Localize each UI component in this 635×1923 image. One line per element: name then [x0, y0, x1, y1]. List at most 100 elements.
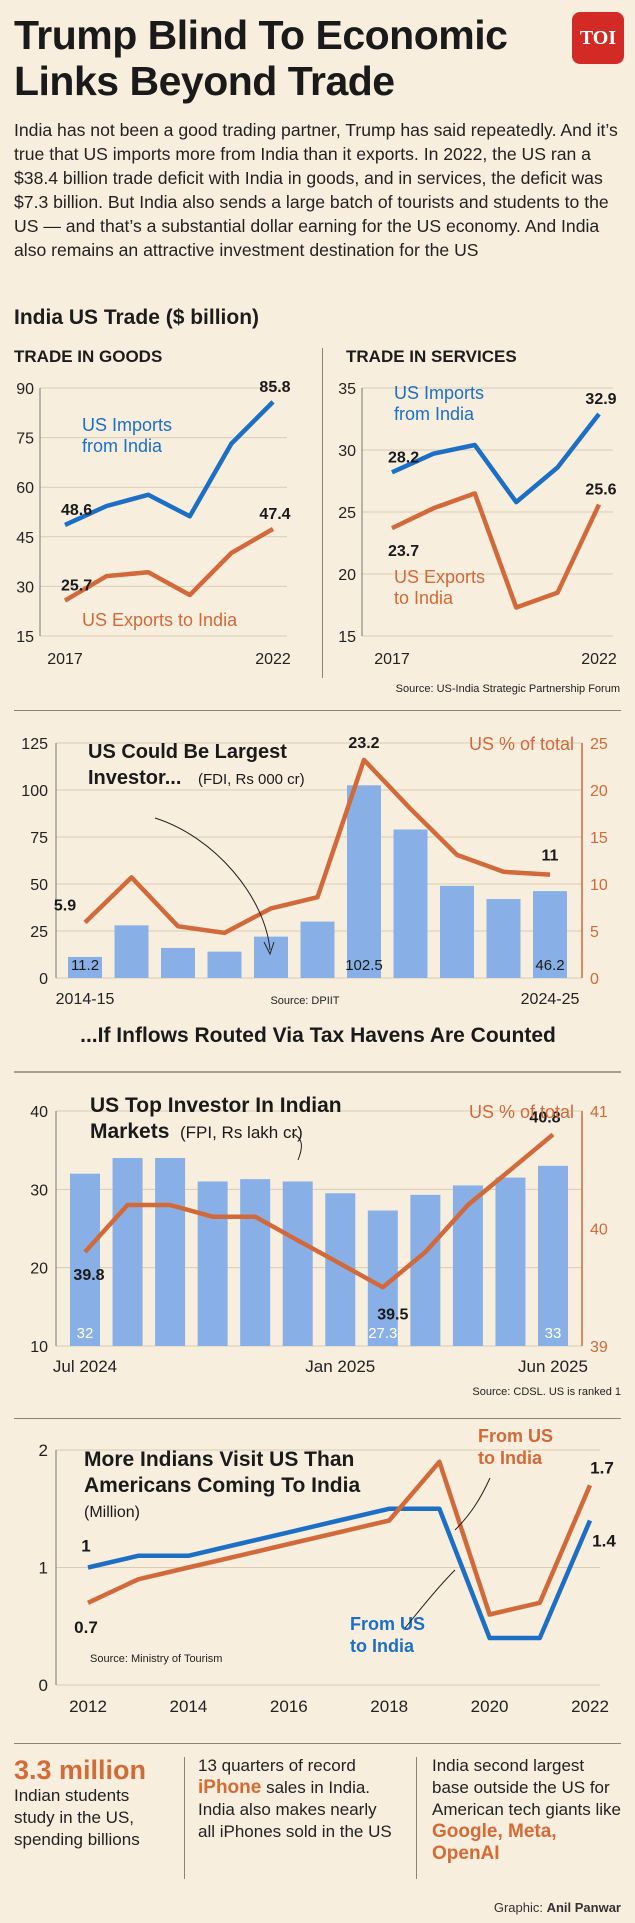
- series-line-exports: [63, 526, 275, 603]
- bar: [452, 1185, 483, 1346]
- bar-value-label: 33: [545, 1325, 562, 1342]
- services-panel-title: TRADE IN SERVICES: [346, 347, 517, 366]
- tourism-chart-subtitle: (Million): [84, 1504, 140, 1521]
- callout-arrow: [154, 817, 271, 951]
- fact-iphone-post: sales in India. India also makes nearly …: [198, 1778, 392, 1841]
- bar: [70, 1173, 100, 1346]
- share-line: [83, 1132, 555, 1290]
- bar: [486, 899, 521, 978]
- fdi-chart-title: Investor...: [88, 767, 181, 789]
- y-tick-label: 35: [338, 381, 356, 398]
- y-tick-label: 0: [39, 1676, 48, 1695]
- x-tick-label: Jan 2025: [305, 1357, 375, 1376]
- goods-panel-title: TRADE IN GOODS: [14, 347, 163, 366]
- y-tick-label: 20: [30, 1261, 48, 1278]
- bar: [410, 1194, 441, 1346]
- graphic-credit: Graphic: Anil Panwar: [494, 1900, 621, 1915]
- series-label: From US: [478, 1426, 553, 1446]
- toi-logo[interactable]: TOI: [572, 12, 624, 64]
- line-value-label: 11: [542, 848, 559, 865]
- bar: [440, 885, 474, 978]
- x-tick-label: 2016: [270, 1697, 308, 1716]
- series-label: US Exports to India: [82, 610, 238, 630]
- data-label: 47.4: [259, 506, 290, 523]
- y-tick-label: 1: [39, 1559, 48, 1578]
- fpi-section-header: ...If Inflows Routed Via Tax Havens Are …: [80, 1024, 556, 1047]
- tourism-chart-title: More Indians Visit US Than: [84, 1448, 354, 1471]
- data-label: 1.4: [592, 1532, 616, 1551]
- y-tick-label: 125: [21, 736, 48, 753]
- fact-tech-emphasis: Google, Meta, OpenAI: [432, 1821, 557, 1864]
- credit-name: Anil Panwar: [546, 1900, 621, 1915]
- bar-value-label: 46.2: [535, 957, 564, 974]
- bar: [495, 1177, 526, 1346]
- fact-students-value: 3.3 million: [14, 1755, 147, 1785]
- bar: [161, 947, 195, 978]
- bar: [300, 921, 335, 978]
- y2-tick-label: 39: [590, 1339, 608, 1356]
- data-label: 25.6: [585, 482, 616, 499]
- bar: [114, 925, 149, 978]
- x-tick-label: Jun 2025: [518, 1357, 588, 1376]
- series-label: to India: [350, 1636, 415, 1656]
- y2-tick-label: 0: [590, 971, 599, 988]
- x-tick-label: 2022: [581, 651, 617, 668]
- intro-paragraph: India has not been a good trading partne…: [14, 120, 618, 260]
- y-tick-label: 30: [16, 579, 34, 596]
- fact-iphone-pre: 13 quarters of record: [198, 1756, 356, 1775]
- y-tick-label: 75: [16, 431, 34, 448]
- y-tick-label: 20: [338, 567, 356, 584]
- series-line-imports: [391, 412, 601, 505]
- goods-chart: 15 30 45 60 75 90 2017 2022 48.6 85.8 US Importsfr…: [16, 379, 291, 668]
- data-label: 23.7: [388, 543, 419, 560]
- series-line-india-to-us: [87, 1459, 593, 1617]
- source-note: Source: Ministry of Tourism: [90, 1653, 222, 1665]
- y2-axis-title: US % of total: [469, 734, 574, 754]
- bar: [112, 1158, 143, 1346]
- y-tick-label: 2: [39, 1441, 48, 1460]
- fact-tech: India second largest base outside the US…: [432, 1755, 624, 1865]
- x-tick-label: 2014: [169, 1697, 207, 1716]
- y-tick-label: 10: [30, 1339, 48, 1356]
- fpi-chart-title: Markets: [90, 1120, 169, 1143]
- callout-arrowhead: [263, 941, 275, 956]
- page-title: Trump Blind To Economic Links Beyond Tra…: [14, 12, 508, 104]
- series-label: US Exports: [394, 567, 485, 587]
- data-label: 28.2: [388, 449, 419, 466]
- y2-tick-label: 20: [590, 783, 608, 800]
- bar: [533, 891, 567, 978]
- y-tick-label: 25: [338, 505, 356, 522]
- fact-divider: [184, 1757, 185, 1879]
- data-label: 85.8: [259, 379, 290, 396]
- line-value-label: 40.8: [529, 1110, 560, 1127]
- x-tick-label: 2020: [471, 1697, 509, 1716]
- fpi-chart-title: US Top Investor In Indian: [90, 1094, 342, 1117]
- fpi-chart-subtitle: (FPI, Rs lakh cr): [180, 1123, 303, 1142]
- fact-iphone: 13 quarters of record iPhone sales in In…: [198, 1755, 398, 1843]
- fpi-chart: 10 20 30 40 39 40 41 32 27.3 33 39.8 39.5 40.8US % o…: [14, 1024, 621, 1398]
- fact-students-text: Indian students study in the US, spendin…: [14, 1786, 140, 1849]
- y-tick-label: 30: [30, 1182, 48, 1199]
- bar: [393, 829, 428, 978]
- series-line-us-to-india: [87, 1506, 593, 1641]
- bar: [347, 785, 381, 978]
- series-label: from India: [82, 436, 163, 456]
- y-tick-label: 90: [16, 381, 34, 398]
- bar-value-label: 32: [77, 1325, 94, 1342]
- bar-value-label: 27.3: [368, 1325, 397, 1342]
- y-tick-label: 75: [30, 830, 48, 847]
- fdi-chart-title: US Could Be Largest: [88, 741, 287, 763]
- y2-axis-title: US % of total: [469, 1102, 574, 1122]
- share-line: [83, 757, 551, 936]
- x-tick-label: 2024-25: [521, 991, 580, 1008]
- data-label: 25.7: [61, 578, 92, 595]
- trade-section-title: India US Trade ($ billion): [14, 306, 260, 329]
- y-tick-label: 15: [338, 629, 356, 646]
- data-label: 0.7: [74, 1618, 98, 1637]
- services-chart: 15 20 25 30 35 2017 2022 28.2 32.9 US Importsfrom…: [338, 381, 620, 695]
- callout-arrow: [291, 1133, 302, 1161]
- y-tick-label: 25: [30, 924, 48, 941]
- data-label: 48.6: [61, 502, 92, 519]
- x-tick-label: 2022: [571, 1697, 609, 1716]
